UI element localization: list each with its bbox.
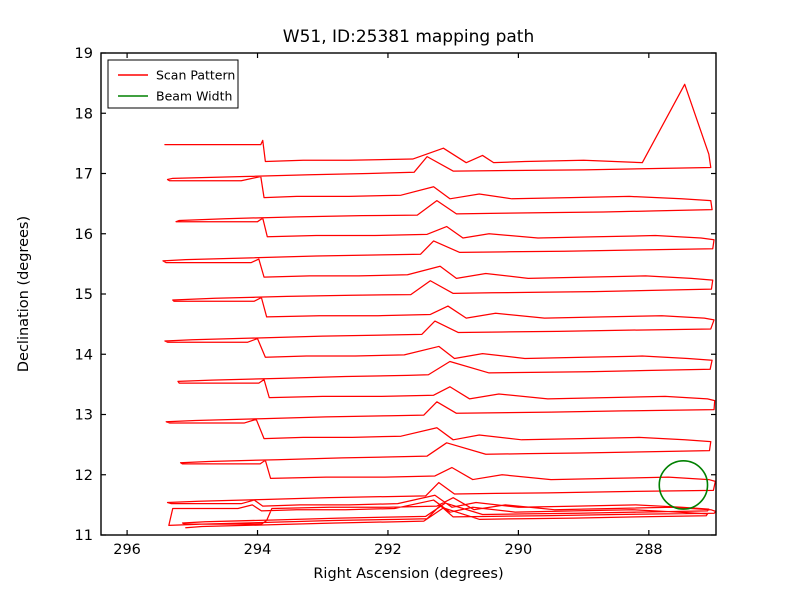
beam-width-circle: [658, 460, 709, 510]
y-tick-label: 15: [75, 287, 93, 303]
scan-pattern-layer: [162, 83, 717, 529]
plot-frame: [100, 52, 717, 536]
y-tick-label: 14: [75, 347, 93, 363]
y-tick-label: 19: [75, 46, 93, 62]
x-tick-label: 290: [505, 542, 533, 558]
y-tick-label: 16: [75, 227, 93, 243]
x-tick-label: 292: [374, 542, 402, 558]
axis-ticks-layer: [101, 52, 716, 536]
legend-frame: [107, 59, 239, 109]
y-tick-label: 17: [75, 167, 93, 183]
y-tick-label: 12: [75, 468, 93, 484]
x-tick-label: 296: [113, 542, 141, 558]
legend-label-beam-width: Beam Width: [156, 89, 232, 104]
x-tick-label: 294: [244, 542, 272, 558]
legend-label-scan-pattern: Scan Pattern: [156, 68, 235, 83]
scan-pattern-line-0: [162, 83, 717, 529]
legend[interactable]: Scan Pattern Beam Width: [107, 59, 239, 109]
page-title: W51, ID:25381 mapping path: [283, 27, 534, 47]
y-axis-label: Declination (degrees): [16, 216, 32, 372]
tick-labels-layer: 296 294 292 290 288 11 12 13 14 15 16 17 18 19: [75, 46, 663, 558]
y-tick-label: 18: [75, 106, 93, 122]
x-axis-label: Right Ascension (degrees): [313, 566, 503, 582]
y-tick-label: 13: [75, 408, 93, 424]
y-tick-label: 11: [75, 528, 93, 544]
x-tick-label: 288: [635, 542, 663, 558]
